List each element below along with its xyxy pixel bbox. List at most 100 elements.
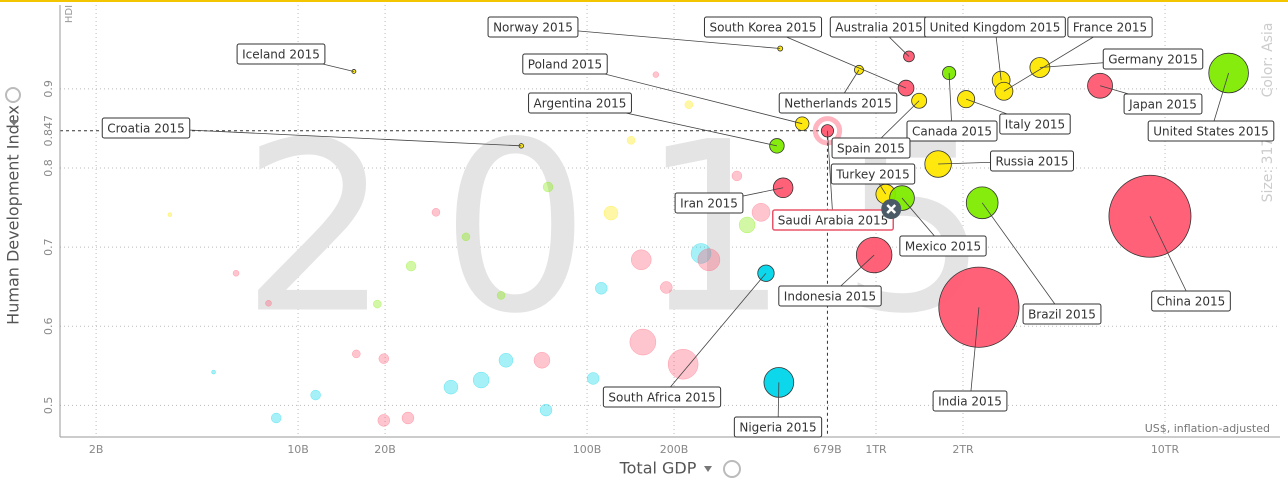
bubble-label: Saudi Arabia 2015 — [778, 214, 889, 228]
bubble-label: Iceland 2015 — [242, 48, 320, 62]
label-box[interactable] — [831, 137, 911, 159]
bubble-label: Nigeria 2015 — [739, 421, 816, 435]
size-label: Size: 317 — [1260, 138, 1276, 203]
bubble-label: Russia 2015 — [996, 155, 1069, 169]
bubble-label: Turkey 2015 — [835, 168, 909, 182]
label-box[interactable] — [1067, 16, 1153, 38]
color-label: Color: Asia — [1260, 23, 1276, 98]
label-leader — [981, 202, 1063, 315]
label-leader — [661, 272, 767, 398]
bubble-label: China 2015 — [1157, 295, 1226, 309]
background-bubble[interactable] — [629, 328, 657, 356]
label-leader — [827, 130, 834, 221]
label-box[interactable] — [522, 53, 608, 75]
background-bubble[interactable] — [652, 71, 660, 78]
background-bubble[interactable] — [310, 389, 321, 401]
x-axis-title[interactable]: Total GDP — [619, 459, 697, 478]
label-box[interactable] — [1151, 290, 1231, 312]
label-box[interactable] — [990, 150, 1074, 172]
background-bubble[interactable] — [271, 412, 282, 424]
label-box[interactable] — [1147, 120, 1275, 142]
label-box[interactable] — [1022, 303, 1102, 325]
label-box[interactable] — [778, 285, 882, 307]
background-bubble[interactable] — [542, 181, 554, 193]
label-box[interactable] — [528, 92, 632, 114]
background-bubble[interactable] — [631, 249, 652, 270]
background-bubble[interactable] — [697, 248, 721, 272]
background-bubble[interactable] — [603, 205, 619, 221]
label-box[interactable] — [899, 235, 987, 257]
background-bubble[interactable] — [265, 300, 272, 307]
y-tick-label: 0.7 — [42, 238, 55, 256]
background-bubble[interactable] — [405, 260, 417, 272]
selection-halo — [812, 116, 843, 146]
label-box[interactable] — [778, 92, 898, 114]
label-box[interactable] — [236, 43, 326, 65]
background-bubble[interactable] — [498, 352, 514, 368]
label-box[interactable] — [674, 192, 744, 214]
background-bubble[interactable] — [684, 100, 694, 109]
background-bubble[interactable] — [496, 291, 506, 300]
bubble-label: France 2015 — [1073, 21, 1147, 35]
label-box[interactable] — [487, 16, 579, 38]
x-tick-label: 200B — [660, 443, 689, 456]
label-leader — [1149, 216, 1192, 302]
background-bubble[interactable] — [738, 216, 756, 234]
label-box[interactable] — [733, 416, 823, 438]
background-bubble[interactable] — [595, 282, 608, 295]
background-bubble[interactable] — [167, 212, 173, 217]
bubble-label: Canada 2015 — [912, 125, 992, 139]
bubble-label: Brazil 2015 — [1028, 308, 1096, 322]
background-bubble[interactable] — [533, 352, 551, 369]
label-box[interactable] — [772, 209, 894, 231]
x-help-icon[interactable] — [723, 460, 741, 478]
bubble-label: Netherlands 2015 — [784, 97, 892, 111]
label-box[interactable] — [703, 16, 823, 38]
x-tick-label: 10B — [287, 443, 309, 456]
label-box[interactable] — [101, 117, 191, 139]
y-tick-label: 0.5 — [42, 397, 55, 415]
background-bubble[interactable] — [431, 208, 441, 217]
y-menu-arrow[interactable] — [10, 120, 18, 126]
background-bubble[interactable] — [660, 281, 673, 294]
background-bubble[interactable] — [443, 379, 459, 395]
bubble-label: Indonesia 2015 — [784, 290, 876, 304]
bubble[interactable] — [769, 138, 785, 154]
background-bubble[interactable] — [461, 232, 471, 242]
background-bubble[interactable] — [373, 299, 382, 309]
x-note: US$, inflation-adjusted — [1145, 422, 1270, 435]
background-bubble[interactable] — [232, 269, 240, 277]
bubble-label: Iran 2015 — [680, 197, 738, 211]
y-axis-title[interactable]: Human Development Index — [4, 105, 23, 325]
background-bubble[interactable] — [401, 411, 415, 425]
background-bubble[interactable] — [211, 369, 216, 375]
label-box[interactable] — [932, 390, 1008, 412]
background-bubble[interactable] — [751, 203, 771, 222]
y-help-icon[interactable] — [5, 87, 21, 103]
background-bubble[interactable] — [586, 372, 600, 385]
background-bubble[interactable] — [472, 371, 490, 389]
label-box[interactable] — [602, 386, 722, 408]
background-bubble[interactable] — [690, 243, 712, 264]
label-box[interactable] — [1102, 48, 1204, 70]
background-bubble[interactable] — [626, 136, 636, 145]
x-menu-arrow[interactable] — [704, 466, 712, 472]
label-box[interactable] — [999, 113, 1071, 135]
background-bubble[interactable] — [667, 348, 699, 380]
label-box[interactable] — [1123, 93, 1203, 115]
bubble-label: Croatia 2015 — [107, 122, 185, 136]
background-bubble[interactable] — [731, 170, 743, 182]
bubble-label: Mexico 2015 — [905, 240, 981, 254]
label-box[interactable] — [906, 120, 998, 142]
background-bubble[interactable] — [377, 414, 391, 427]
bubble-label: India 2015 — [938, 395, 1002, 409]
label-box[interactable] — [830, 163, 916, 185]
label-box[interactable] — [924, 16, 1066, 38]
x-tick-label: 20B — [374, 443, 396, 456]
background-bubble[interactable] — [539, 403, 553, 417]
bubble-label: Germany 2015 — [1108, 53, 1198, 67]
background-bubble[interactable] — [352, 349, 361, 359]
background-bubble[interactable] — [378, 353, 390, 364]
bubble-label: United Kingdom 2015 — [930, 21, 1061, 35]
